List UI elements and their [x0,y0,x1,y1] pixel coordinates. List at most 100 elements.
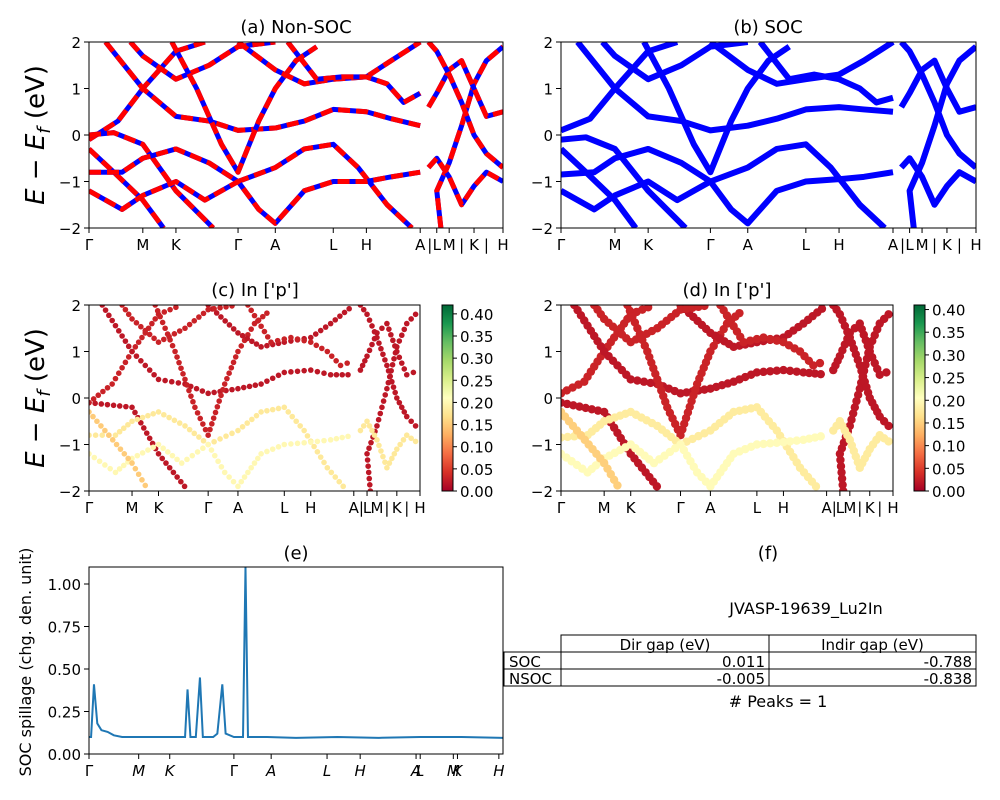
projection-point [248,464,254,471]
projection-point [249,416,255,423]
x-tick-label: M [916,236,929,254]
band-line [708,42,895,87]
projection-point [346,305,352,312]
x-tick-label: L [416,762,424,780]
projection-point [106,432,112,439]
projection-point [281,369,288,376]
projection-point [386,460,393,466]
band-line [757,42,894,106]
colorbar-tick-label: 0.40 [460,306,493,324]
panel-c-in-p: (c) In ['p'] 210−1−2Γ M K Γ A L H A |L M | K | H0.400… [59,280,494,517]
colorbar-tick-label: 0.35 [932,324,965,342]
projection-point [162,377,168,384]
x-tick-label: H [355,762,366,780]
projection-point [258,344,264,350]
projection-point [139,450,146,456]
colorbar-tick-label: 0.25 [932,370,965,388]
projection-point [301,367,307,374]
projection-point [155,451,162,457]
projection-point [241,474,248,480]
projection-point [700,305,709,311]
projection-point [369,341,375,348]
projection-point [759,333,768,342]
projection-point [152,316,158,322]
projection-point [159,319,166,326]
projection-point [155,441,162,448]
projection-point [304,433,311,439]
colorbar-tick-label: 0.35 [460,328,493,346]
projection-point [134,452,141,459]
projection-point [229,430,235,437]
projection-point [146,367,153,373]
projection-point [336,478,343,485]
x-tick-label: L [836,499,845,517]
y-tick-label: 1 [543,81,553,99]
x-tick-label: Γ [85,236,94,254]
projection-point [176,420,183,426]
x-tick-label: M [447,762,460,780]
projection-point [396,338,403,344]
projection-point [119,305,125,308]
projection-point [307,439,314,445]
projection-point [319,345,325,352]
projection-point [95,392,102,399]
projection-point [134,416,141,423]
x-tick-label: K [626,499,637,517]
panel-e-title: (e) [283,543,308,564]
projection-point [125,311,132,318]
projection-point [613,481,622,490]
x-tick-label: | [932,236,937,254]
projection-point [98,423,104,429]
projection-point [321,370,327,377]
projection-point [122,359,129,366]
projection-point [178,365,184,372]
x-tick-label: L [329,236,338,254]
projection-point [191,430,198,437]
colorbar-tick-label: 0.40 [932,302,965,320]
x-tick-label: A [233,499,244,517]
projection-point [364,353,370,359]
band-line [641,42,791,176]
band-line-red [128,42,276,82]
projection-point [255,455,261,462]
projection-point [264,334,271,340]
projection-point [255,318,261,324]
x-tick-label: K [942,236,953,254]
x-tick-label: A [888,236,899,254]
x-tick-label: K [392,499,403,517]
projection-point [200,310,207,317]
table-cell: 0.011 [722,653,765,671]
projection-point [258,409,264,415]
projection-point [149,320,155,327]
projection-point [221,381,228,387]
projection-point [145,412,151,419]
projection-point [109,381,115,387]
projection-point [199,388,206,394]
projection-point [173,305,179,311]
projection-point [244,420,251,426]
projection-point [314,438,321,445]
table-row-label: NSOC [509,670,552,688]
projection-point [186,387,192,394]
x-tick-label: | [832,499,837,517]
projection-point [245,305,251,308]
projection-point [367,488,374,491]
projection-point [220,386,226,393]
panel-f-subtitle: JVASP-19639_Lu2In [728,599,883,619]
projection-point [104,401,111,408]
x-tick-label: L [280,499,289,517]
x-tick-label: H [970,236,981,254]
colorbar-tick-label: 0.20 [460,394,493,412]
projection-point [328,469,335,476]
y-tick-label: −1 [531,174,553,192]
projection-point [217,436,223,442]
x-tick-label: | [857,499,862,517]
band-line-red [89,130,215,228]
x-tick-label: H [305,499,316,517]
projection-point [362,358,368,364]
projection-point [168,378,175,385]
projection-point [307,339,314,346]
plot-frame [88,304,421,492]
projection-point [809,361,818,370]
projection-point [96,458,103,465]
